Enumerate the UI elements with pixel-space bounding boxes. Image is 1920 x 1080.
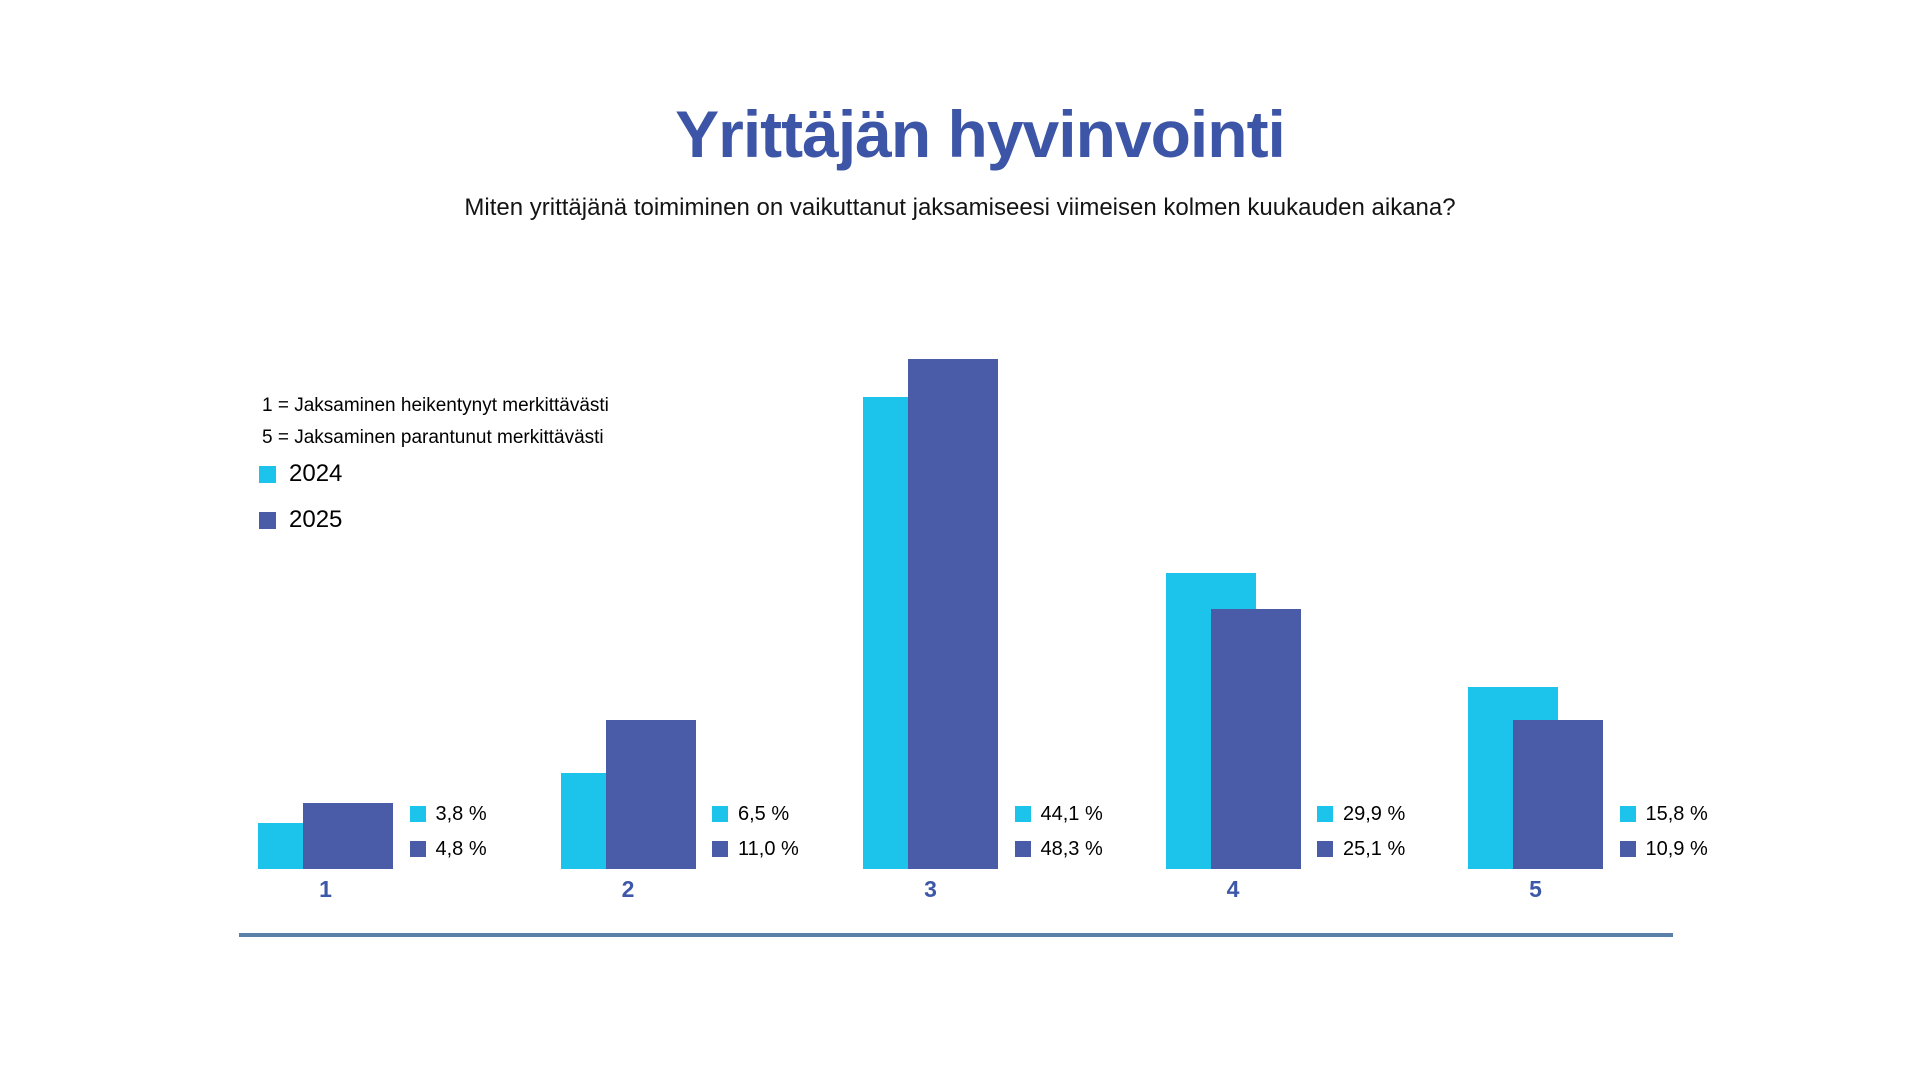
value-label-2025-category-1: 4,8 % [409, 837, 487, 860]
bar-2025-category-4 [1210, 609, 1301, 869]
value-text-2024-category-2: 6,5 % [738, 802, 790, 825]
value-label-2024-category-1: 3,8 % [409, 802, 487, 825]
value-text-2025-category-3: 48,3 % [1040, 837, 1103, 860]
bar-2025-category-1 [303, 803, 393, 869]
value-text-2024-category-5: 15,8 % [1645, 802, 1708, 825]
value-text-2025-category-5: 10,9 % [1645, 837, 1708, 860]
category-label-3: 3 [924, 876, 937, 902]
legend-label-2024: 2024 [289, 460, 343, 487]
value-text-2024-category-1: 3,8 % [435, 802, 487, 825]
value-swatch-2025-category-2 [712, 841, 728, 857]
value-label-2025-category-4: 25,1 % [1317, 837, 1406, 860]
category-label-5: 5 [1529, 876, 1542, 902]
value-text-2024-category-4: 29,9 % [1343, 802, 1406, 825]
value-swatch-2025-category-5 [1619, 841, 1636, 857]
value-swatch-2025-category-1 [409, 841, 426, 857]
bar-2025-category-2 [605, 720, 696, 869]
value-swatch-2024-category-5 [1619, 806, 1636, 822]
legend-item-2024: 2024 [259, 460, 343, 487]
bar-2025-category-5 [1513, 720, 1603, 869]
value-swatch-2024-category-1 [409, 806, 426, 822]
legend-swatch-2025 [259, 511, 276, 529]
value-text-2025-category-4: 25,1 % [1343, 837, 1406, 860]
value-label-2024-category-4: 29,9 % [1317, 802, 1406, 825]
scale-note-min: 1 = Jaksaminen heikentynyt merkittävästi [262, 395, 609, 416]
x-axis-line [239, 933, 1673, 937]
legend-label-2025: 2025 [289, 506, 343, 533]
value-label-2024-category-2: 6,5 % [712, 802, 790, 825]
value-text-2024-category-3: 44,1 % [1040, 802, 1103, 825]
legend-item-2025: 2025 [259, 506, 343, 533]
value-swatch-2024-category-2 [712, 806, 728, 822]
value-swatch-2025-category-4 [1317, 841, 1333, 857]
value-label-2024-category-5: 15,8 % [1619, 802, 1708, 825]
category-label-2: 2 [621, 876, 635, 902]
bar-2025-category-3 [908, 359, 998, 869]
value-label-2025-category-2: 11,0 % [712, 837, 799, 860]
value-text-2025-category-2: 11,0 % [738, 837, 799, 860]
value-text-2025-category-1: 4,8 % [435, 837, 487, 860]
legend-swatch-2024 [259, 465, 276, 483]
category-label-4: 4 [1226, 876, 1240, 902]
value-swatch-2025-category-3 [1014, 841, 1031, 857]
page-subtitle: Miten yrittäjänä toimiminen on vaikuttan… [464, 194, 1456, 221]
value-swatch-2024-category-4 [1317, 806, 1333, 822]
scale-note-max: 5 = Jaksaminen parantunut merkittävästi [262, 427, 604, 448]
value-label-2025-category-3: 48,3 % [1014, 837, 1103, 860]
value-swatch-2024-category-3 [1014, 806, 1031, 822]
value-label-2024-category-3: 44,1 % [1014, 802, 1103, 825]
value-label-2025-category-5: 10,9 % [1619, 837, 1708, 860]
page-title: Yrittäjän hyvinvointi [675, 97, 1286, 171]
scale-notes: 1 = Jaksaminen heikentynyt merkittävästi… [262, 390, 609, 454]
category-label-1: 1 [319, 876, 332, 902]
